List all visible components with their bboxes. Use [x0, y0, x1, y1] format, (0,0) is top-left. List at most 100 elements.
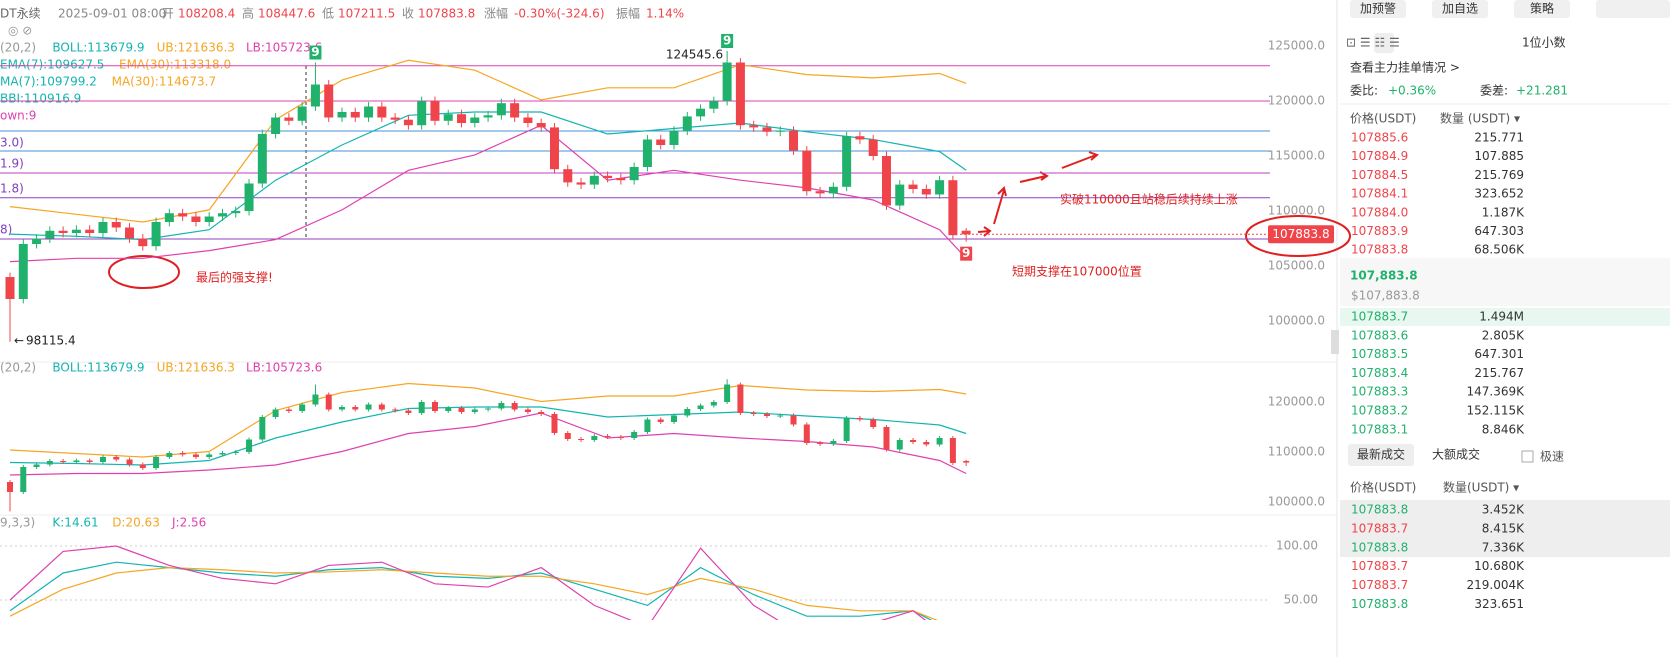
candle-body — [443, 114, 453, 121]
button[interactable] — [1596, 0, 1670, 18]
button[interactable] — [1514, 0, 1570, 18]
level-label: 3.0) — [0, 136, 24, 150]
book-price: 107883.7 — [1351, 559, 1408, 573]
tool-selected[interactable] — [1374, 33, 1394, 53]
panel — [9, 545, 939, 620]
candle-body — [417, 101, 427, 126]
price-tag-bg — [1268, 225, 1334, 244]
last-price-bg — [1340, 258, 1670, 306]
button-label[interactable]: 加预警 — [1360, 1, 1396, 16]
level-label: 1.9) — [0, 157, 24, 171]
y-tick-label: 110000.0 — [1268, 445, 1325, 459]
y-tick-label: 125000.0 — [1268, 39, 1325, 53]
candle-body — [284, 117, 294, 121]
tab-selected[interactable] — [1348, 444, 1414, 466]
header-text: 高 — [242, 6, 254, 21]
book-price: 107883.7 — [1351, 521, 1408, 535]
marker-label: 9 — [723, 33, 731, 47]
candle-body — [735, 62, 745, 126]
button[interactable] — [1350, 0, 1406, 18]
book-qty: 152.115K — [1467, 404, 1526, 418]
last-price-usd: $107,883.8 — [1351, 289, 1420, 303]
precision[interactable]: 1位小数 — [1522, 35, 1566, 50]
candle-body — [377, 106, 387, 118]
indicator-legend: D:20.63 — [112, 516, 160, 530]
candle-body — [803, 424, 810, 443]
ratio: +0.36% — [1388, 84, 1436, 98]
indicator-legend: (20,2) — [0, 41, 36, 55]
arrow — [1061, 151, 1099, 169]
candle-body — [961, 230, 971, 235]
checkbox[interactable] — [1521, 450, 1534, 463]
boll-line — [9, 111, 967, 241]
book-price: 107883.5 — [1351, 347, 1408, 361]
book-price: 107884.5 — [1351, 168, 1408, 182]
tool-icons[interactable]: ⊡ ☰ ☷ ☰ — [1346, 36, 1400, 50]
marker-box — [309, 45, 322, 60]
candle-body — [364, 106, 374, 118]
candle-body — [126, 459, 133, 465]
candle-body — [817, 443, 824, 444]
candle-body — [337, 112, 347, 118]
candle-body — [948, 180, 958, 236]
book-qty: 107.885 — [1474, 149, 1524, 163]
candle-body — [98, 222, 108, 233]
indicator-legend: BOLL:113679.9 — [52, 361, 144, 375]
header-text: -0.30%(-324.6) — [514, 7, 605, 21]
indicator-legend: 9,3,3) — [0, 516, 35, 530]
candle-body — [936, 438, 943, 445]
arrow — [993, 186, 1007, 225]
indicator-legend: BBI:110916.9 — [0, 92, 81, 106]
book-price: 107883.8 — [1351, 597, 1408, 611]
candle-body — [86, 460, 93, 462]
candle-body — [350, 112, 360, 118]
row-highlight — [1340, 308, 1670, 326]
y-tick-label: 120000.0 — [1268, 94, 1325, 108]
link[interactable]: 查看主力挂单情况 > — [1350, 61, 1460, 75]
collapse-tab[interactable] — [1331, 330, 1339, 354]
tab[interactable]: 最新成交 — [1357, 447, 1405, 462]
book-qty: 147.369K — [1467, 385, 1526, 399]
marker-label: 9 — [962, 246, 970, 260]
candle-body — [697, 405, 704, 409]
button[interactable] — [1432, 0, 1488, 18]
book-qty: 2.805K — [1482, 328, 1525, 342]
book-qty: 215.769 — [1474, 168, 1524, 182]
candle-body — [45, 230, 55, 239]
checkbox-label[interactable]: 极速 — [1540, 450, 1564, 464]
candle-body — [642, 139, 652, 167]
candle-body — [631, 432, 638, 438]
candle-body — [259, 417, 266, 440]
candle-body — [843, 418, 850, 441]
candle-body — [564, 433, 571, 439]
candle-body — [457, 114, 467, 123]
candle-body — [458, 408, 465, 412]
tab[interactable]: 大额成交 — [1432, 447, 1480, 462]
button-label[interactable]: 策略 — [1530, 1, 1554, 16]
indicator-legend: own:9 — [0, 109, 36, 123]
candle-body — [763, 414, 770, 416]
boll-line — [9, 124, 967, 263]
circle-annotation — [1245, 215, 1351, 257]
candle-body — [485, 408, 492, 410]
candle-body — [390, 117, 400, 120]
marker-box — [721, 33, 734, 48]
button-label[interactable]: 加自选 — [1442, 2, 1478, 16]
candle-body — [802, 150, 812, 192]
candle-body — [325, 394, 332, 410]
candle-body — [310, 84, 320, 107]
kdj-line — [9, 545, 927, 620]
candle-body — [392, 409, 399, 411]
candle-body — [616, 178, 626, 181]
candle-body — [299, 404, 306, 411]
candle-body — [815, 191, 825, 194]
book-qty: 215.771 — [1474, 131, 1524, 145]
book-price: 107884.9 — [1351, 149, 1408, 163]
candle-body — [883, 427, 890, 450]
book-qty: 10.680K — [1474, 559, 1525, 573]
panel — [7, 379, 970, 512]
candle-body — [191, 216, 201, 222]
book-price: 107883.6 — [1351, 328, 1408, 342]
candle-body — [617, 437, 624, 438]
candle-body — [403, 119, 413, 126]
